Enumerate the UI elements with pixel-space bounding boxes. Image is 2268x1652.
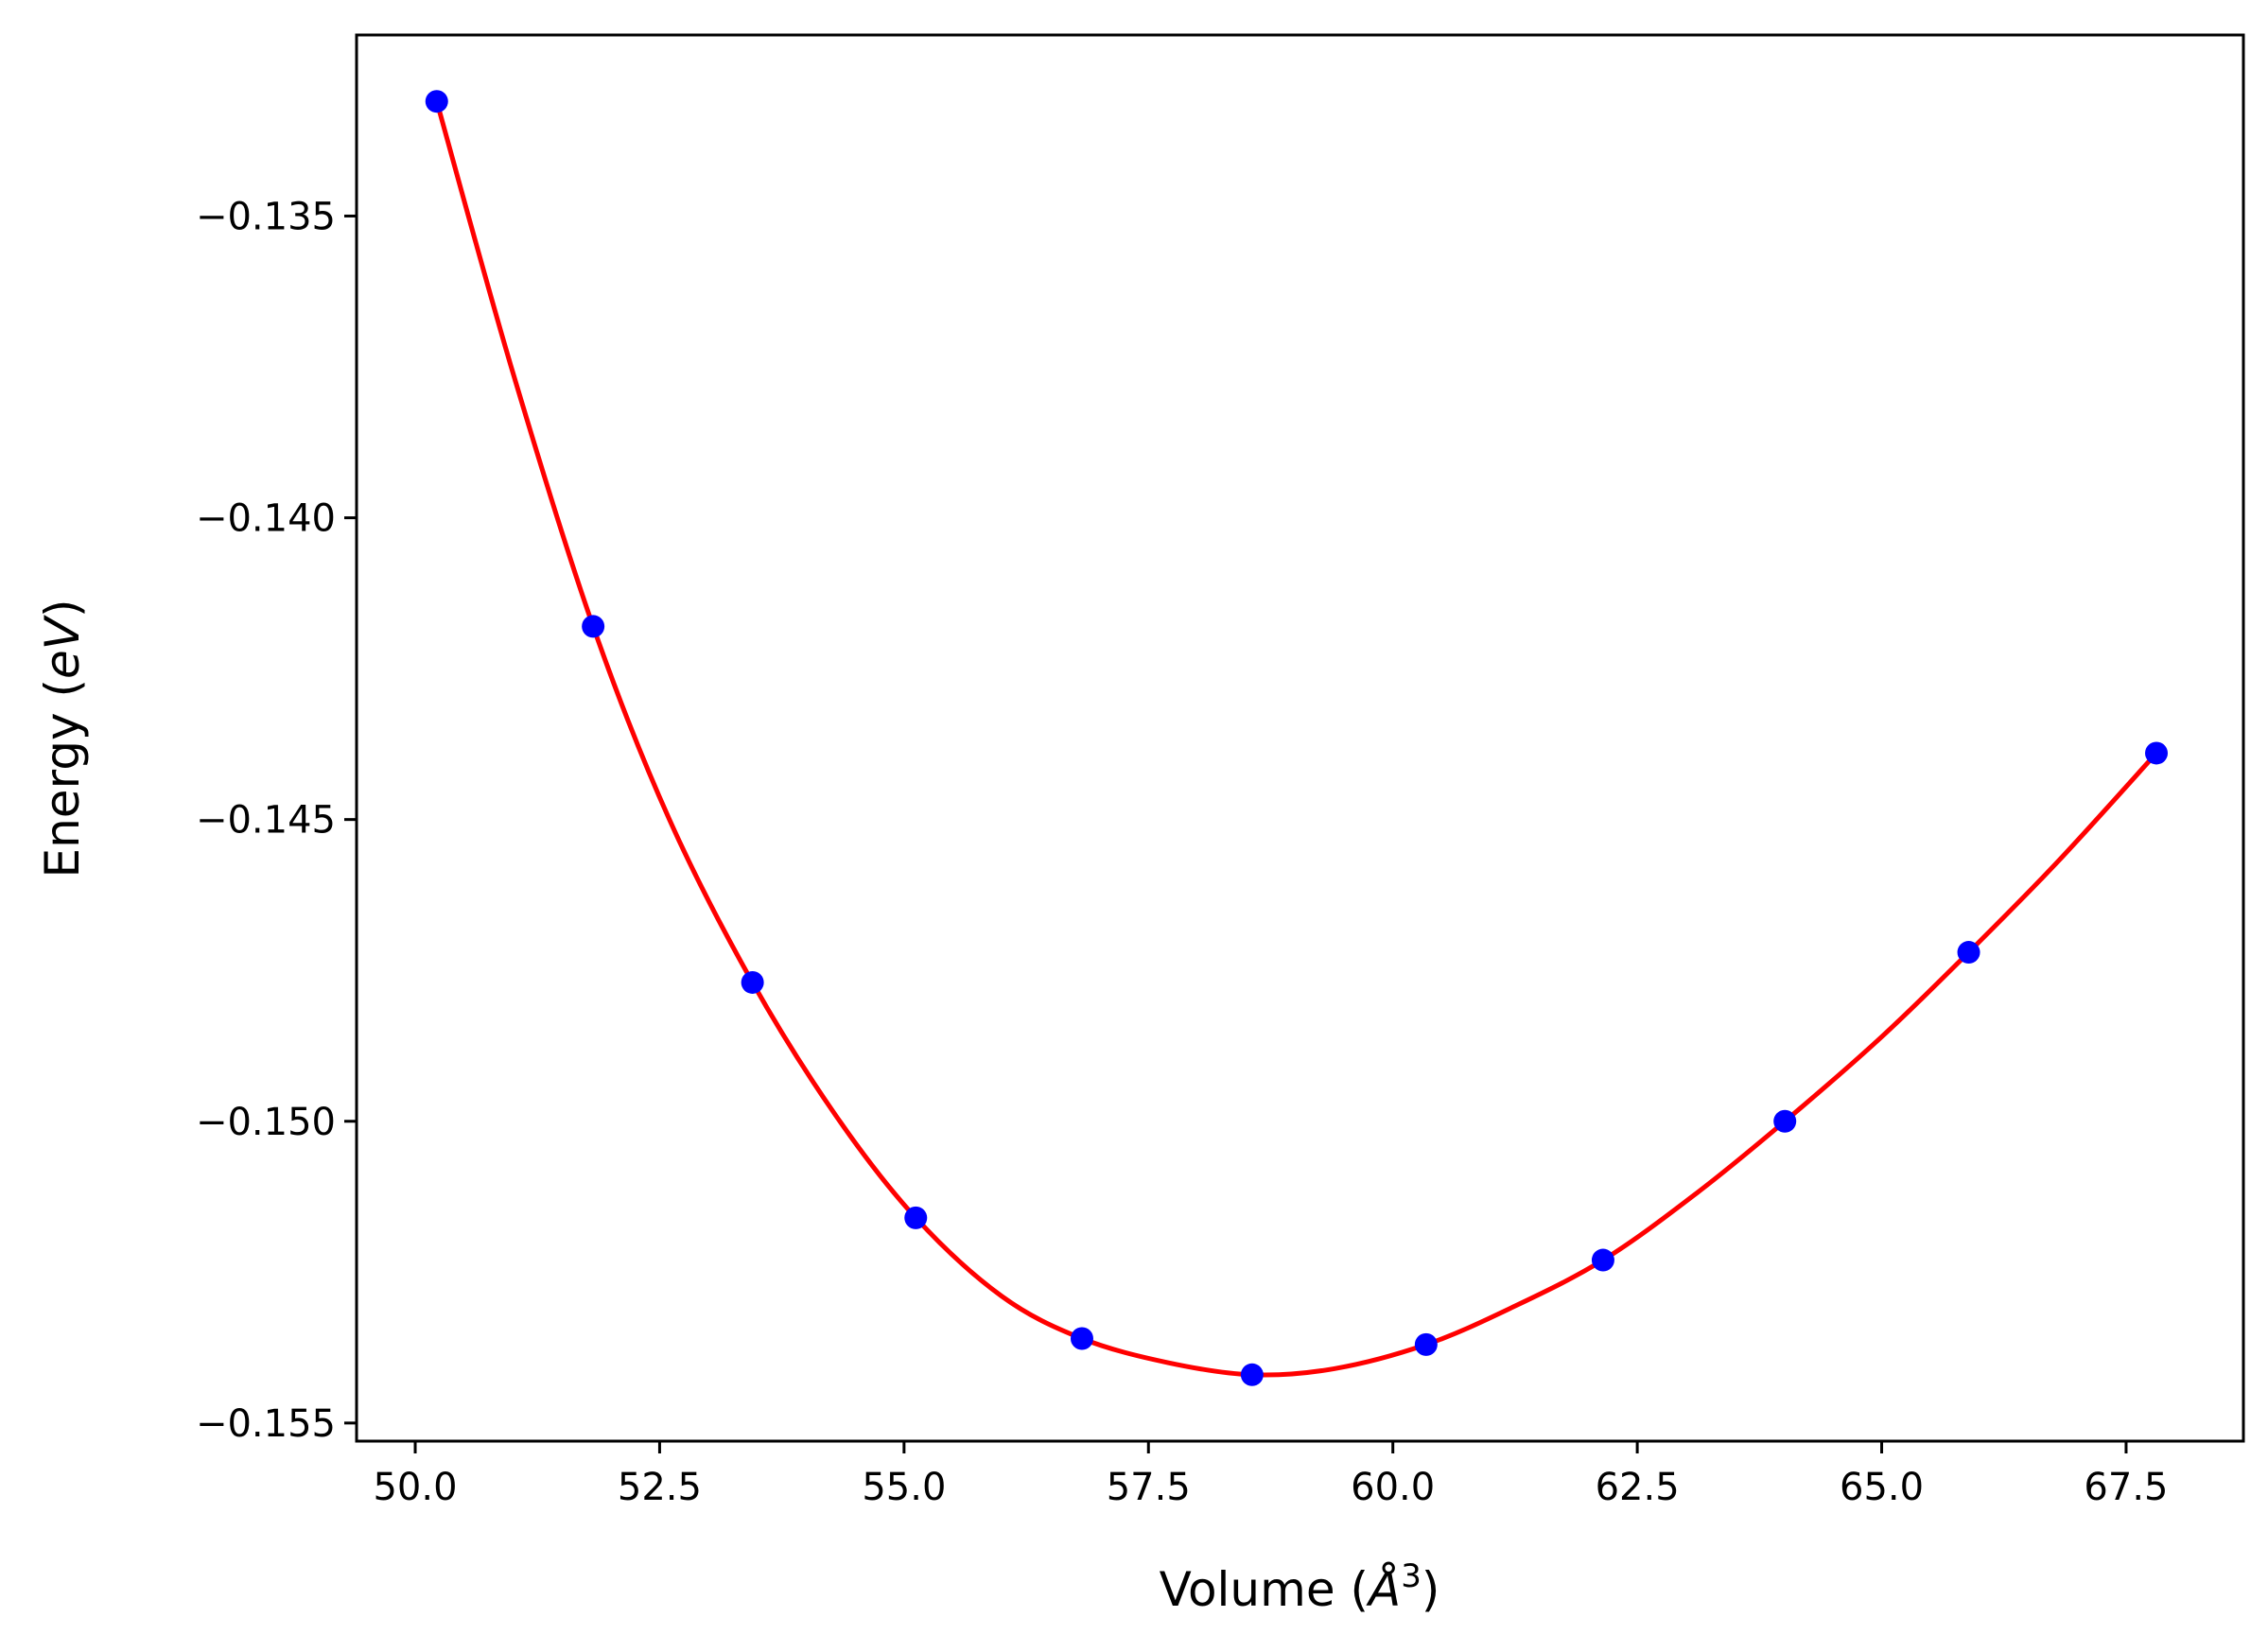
data-point xyxy=(1414,1332,1438,1356)
fit-curve xyxy=(434,100,2158,1378)
x-axis-unit-base: Å xyxy=(1366,1562,1401,1617)
y-tick-label: −0.135 xyxy=(196,195,336,238)
x-axis-ticks: 50.0 52.5 55.0 57.5 60.0 62.5 65.0 67.5 xyxy=(373,1441,2168,1509)
x-axis-label: Volume (Å3) xyxy=(1160,1557,1440,1617)
x-tick-label: 65.0 xyxy=(1840,1466,1924,1509)
data-point xyxy=(1070,1327,1093,1350)
data-point xyxy=(741,970,764,994)
data-point xyxy=(1591,1248,1614,1272)
data-point xyxy=(1773,1109,1797,1133)
x-axis-unit-exp: 3 xyxy=(1401,1557,1422,1595)
x-axis-label-text: Volume xyxy=(1160,1562,1335,1617)
data-point xyxy=(2145,741,2169,765)
x-tick-label: 60.0 xyxy=(1351,1466,1435,1509)
plot-frame xyxy=(355,33,2245,1443)
y-tick-label: −0.145 xyxy=(196,799,336,843)
x-tick-label: 67.5 xyxy=(2084,1466,2168,1509)
x-tick-label: 62.5 xyxy=(1596,1466,1680,1509)
y-tick-label: −0.155 xyxy=(196,1402,336,1446)
y-tick-label: −0.140 xyxy=(196,497,336,541)
y-axis-ticks: −0.135 −0.140 −0.145 −0.150 −0.155 xyxy=(196,195,357,1446)
x-tick-label: 52.5 xyxy=(618,1466,702,1509)
data-points-layer xyxy=(425,90,2169,1386)
y-axis-label: Energy (eV) xyxy=(35,600,90,878)
x-tick-label: 57.5 xyxy=(1107,1466,1191,1509)
y-tick-label: −0.150 xyxy=(196,1101,336,1144)
x-tick-label: 55.0 xyxy=(862,1466,946,1509)
data-point xyxy=(582,615,605,638)
data-point xyxy=(1957,941,1980,965)
y-axis-label-text: Energy xyxy=(35,712,90,878)
data-point xyxy=(1240,1363,1264,1386)
data-point xyxy=(425,90,448,113)
fit-line-layer xyxy=(434,100,2158,1378)
y-axis-unit: eV xyxy=(35,614,90,679)
data-point xyxy=(904,1206,928,1229)
x-tick-label: 50.0 xyxy=(373,1466,457,1509)
